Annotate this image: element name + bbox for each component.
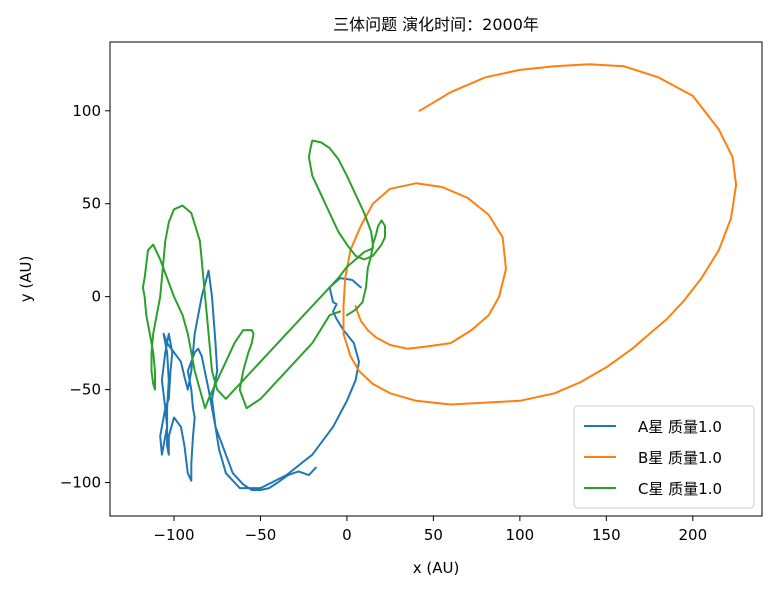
legend-box [573,405,755,509]
y-axis-label: y (AU) [17,256,35,303]
x-tick-label: 100 [506,526,535,544]
x-tick-label: 0 [342,526,352,544]
legend-label-1: A星 质量1.0 [638,418,722,436]
x-axis-ticks: −100 −50 0 50 100 150 200 [153,516,707,544]
x-axis-label: x (AU) [413,559,460,577]
plot-lines [141,63,738,491]
x-tick-label: 50 [424,526,443,544]
y-tick-label: 100 [72,102,101,120]
y-tick-label: 50 [82,195,101,213]
chart-title: 三体问题 演化时间：2000年 [333,15,539,34]
series-line-1 [159,269,362,491]
x-tick-label: −50 [245,526,277,544]
axes-frame [109,41,763,517]
y-tick-label: 0 [91,288,101,306]
y-tick-label: −50 [69,381,101,399]
x-tick-label: −100 [153,526,194,544]
y-tick-label: −100 [60,474,101,492]
series-line-3 [141,139,386,410]
legend-label-2: B星 质量1.0 [638,449,722,467]
legend-label-3: C星 质量1.0 [638,480,722,498]
legend: A星 质量1.0 B星 质量1.0 C星 质量1.0 [573,405,755,509]
series-line-2 [342,63,738,406]
x-tick-label: 150 [592,526,621,544]
x-tick-label: 200 [679,526,708,544]
y-axis-ticks: −100 −50 0 50 100 [60,102,110,492]
